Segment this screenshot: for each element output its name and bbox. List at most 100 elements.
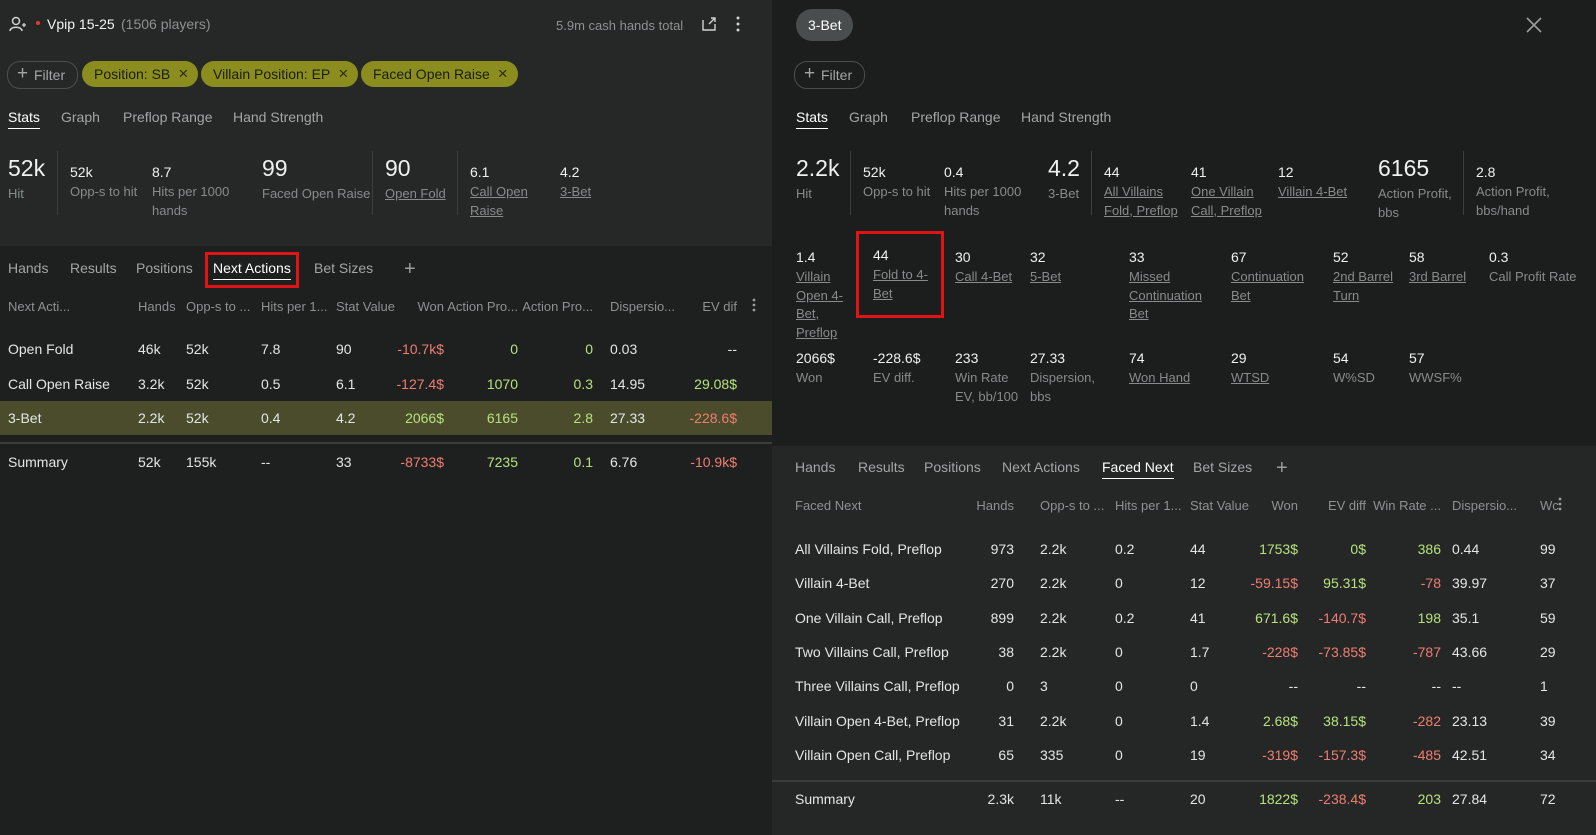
- stat-label[interactable]: Fold to 4-Bet: [873, 267, 928, 301]
- table-cell: 7.8: [261, 341, 281, 357]
- table-cell: 12: [1190, 575, 1206, 591]
- tab[interactable]: Positions: [924, 459, 981, 475]
- tab[interactable]: Stats: [796, 109, 828, 129]
- stat-tile: 6165 Action Profit, bbs: [1378, 155, 1466, 222]
- export-icon[interactable]: [701, 16, 717, 32]
- stat-label[interactable]: Call Open Raise: [470, 184, 528, 218]
- summary-cell: -10.9k$: [690, 454, 737, 470]
- tab[interactable]: Bet Sizes: [1193, 459, 1253, 475]
- stat-label: Opp-s to hit: [863, 184, 931, 199]
- stat-tile: 54 W%SD: [1333, 341, 1399, 388]
- stat-label[interactable]: 3rd Barrel: [1409, 269, 1467, 284]
- stat-label[interactable]: WTSD: [1231, 370, 1270, 385]
- stat-label[interactable]: 5-Bet: [1030, 269, 1062, 284]
- tab[interactable]: Faced Next: [1102, 459, 1174, 479]
- table-cell: 198: [1417, 610, 1441, 626]
- table-cell: 2.2k: [1040, 713, 1067, 729]
- tab[interactable]: Hand Strength: [1021, 109, 1112, 125]
- summary-cell: 20: [1190, 791, 1206, 807]
- segment-title: Vpip 15-25: [47, 16, 115, 32]
- add-tab[interactable]: +: [404, 258, 416, 280]
- summary-cell: 27.84: [1452, 791, 1488, 807]
- table-cell: -228$: [1262, 644, 1298, 660]
- filter-pill[interactable]: Position: SB: [82, 61, 199, 87]
- filter-button[interactable]: Filter: [7, 61, 79, 89]
- column-menu[interactable]: [750, 297, 758, 313]
- stat-label[interactable]: Open Fold: [385, 186, 446, 201]
- stat-tile: 4.2 3-Bet: [560, 155, 652, 202]
- stat-label[interactable]: One Villain Call, Preflop: [1191, 184, 1262, 218]
- stat-value: 41: [1191, 164, 1207, 180]
- stat-label[interactable]: Continuation Bet: [1231, 269, 1304, 303]
- stat-label[interactable]: Won Hand: [1129, 370, 1191, 385]
- table-cell: 0: [1190, 678, 1198, 694]
- tab[interactable]: Stats: [8, 109, 40, 129]
- table-cell: 46k: [138, 341, 161, 357]
- row-label: Two Villains Call, Preflop: [795, 644, 949, 660]
- stat-value: 2066$: [796, 350, 835, 366]
- stat-label[interactable]: All Villains Fold, Preflop: [1104, 184, 1178, 218]
- stat-value: 12: [1278, 164, 1294, 180]
- table-cell: -140.7$: [1318, 610, 1366, 626]
- table-cell: 2.2k: [138, 410, 165, 426]
- tab[interactable]: Bet Sizes: [314, 260, 374, 276]
- column-header: Opp-s to ...: [1040, 498, 1105, 513]
- tab[interactable]: Graph: [849, 109, 888, 125]
- stat-label[interactable]: Missed Continuation Bet: [1129, 269, 1202, 321]
- column-header: Won: [417, 299, 445, 314]
- stat-tile: 4.2 3-Bet: [1048, 155, 1094, 204]
- players-icon: [9, 16, 26, 32]
- status-dot: [36, 21, 40, 25]
- tab[interactable]: Preflop Range: [123, 109, 213, 125]
- table-cell: 0.44: [1452, 541, 1480, 557]
- stat-tile: 8.7 Hits per 1000 hands: [152, 155, 252, 220]
- column-menu[interactable]: [1556, 496, 1564, 512]
- stat-value: 8.7: [152, 164, 172, 180]
- stat-label[interactable]: 2nd Barrel Turn: [1333, 269, 1393, 303]
- column-header: Wc: [1540, 498, 1559, 513]
- table-cell: 3.2k: [138, 376, 165, 392]
- stat-label[interactable]: Call 4-Bet: [955, 269, 1013, 284]
- table-cell: 29: [1540, 644, 1556, 660]
- tab[interactable]: Graph: [61, 109, 100, 125]
- tab[interactable]: Preflop Range: [911, 109, 1001, 125]
- summary-cell: 33: [336, 454, 352, 470]
- summary-cell: 0.1: [573, 454, 593, 470]
- tab[interactable]: Positions: [136, 260, 193, 276]
- stat-label[interactable]: 3-Bet: [560, 184, 592, 199]
- stat-label: Hits per 1000 hands: [944, 184, 1022, 218]
- tab[interactable]: Next Actions: [205, 252, 299, 288]
- stat-divider: [57, 151, 58, 215]
- tab[interactable]: Hands: [8, 260, 49, 276]
- stat-tile: 1.4 Villain Open 4-Bet, Preflop: [796, 240, 863, 342]
- tab[interactable]: Hand Strength: [233, 109, 324, 125]
- row-label: Call Open Raise: [8, 376, 110, 392]
- stat-tile: -228.6$ EV diff.: [873, 341, 945, 388]
- table-cell: 671.6$: [1255, 610, 1298, 626]
- add-tab[interactable]: +: [1276, 457, 1288, 479]
- table-cell: 0: [585, 341, 593, 357]
- stat-tile: 33 Missed Continuation Bet: [1129, 240, 1221, 324]
- table-cell: 0: [1115, 644, 1123, 660]
- stat-divider: [1091, 151, 1092, 215]
- tab[interactable]: Next Actions: [1002, 459, 1080, 475]
- stat-label[interactable]: Villain Open 4-Bet, Preflop: [796, 269, 843, 340]
- filter-button[interactable]: Filter: [794, 61, 866, 89]
- table-cell: --: [727, 341, 737, 357]
- table-cell: 29.08$: [694, 376, 737, 392]
- tab[interactable]: Results: [70, 260, 117, 276]
- menu-icon[interactable]: [733, 15, 743, 33]
- summary-label: Summary: [8, 454, 68, 470]
- stat-label[interactable]: Villain 4-Bet: [1278, 184, 1348, 199]
- filter-pill[interactable]: Faced Open Raise: [361, 61, 518, 87]
- stat-tile: 2066$ Won: [796, 341, 863, 388]
- stat-value: 1.4: [796, 249, 816, 265]
- tab[interactable]: Results: [858, 459, 905, 475]
- summary-cell: -238.4$: [1318, 791, 1366, 807]
- close-icon[interactable]: [1526, 17, 1542, 33]
- stat-value: -228.6$: [873, 350, 921, 366]
- table-cell: --: [1431, 678, 1441, 694]
- stat-tile: 58 3rd Barrel: [1409, 240, 1479, 287]
- filter-pill[interactable]: Villain Position: EP: [201, 61, 359, 87]
- tab[interactable]: Hands: [795, 459, 836, 475]
